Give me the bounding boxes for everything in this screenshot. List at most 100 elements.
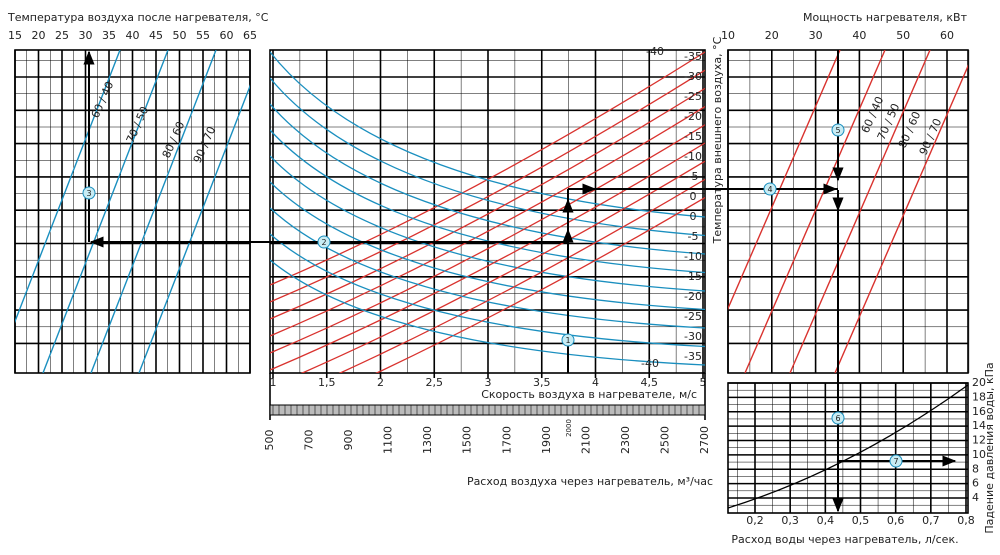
step-marker <box>889 454 903 468</box>
blue-curve <box>270 77 705 237</box>
heat-line <box>138 84 250 373</box>
curve-label: 90 / 70 <box>191 124 219 165</box>
red-curve <box>270 51 705 286</box>
x-tick-label: 3 <box>485 376 492 389</box>
power-line <box>834 64 968 373</box>
y-tick-label: 10 <box>972 448 986 461</box>
temp-label: -20 <box>684 290 702 303</box>
x-tick-label: 30 <box>809 29 823 42</box>
x-tick-label: 4,5 <box>641 376 659 389</box>
red-curve <box>300 160 705 373</box>
heat-line <box>90 50 217 373</box>
flow-tick-label: 2700 <box>698 426 711 454</box>
red-curve <box>375 197 705 373</box>
step-number: 1 <box>565 336 570 345</box>
x-tick-label: 15 <box>8 29 22 42</box>
red-curve <box>338 178 705 373</box>
panel-title: Мощность нагревателя, кВт <box>803 11 968 24</box>
x-tick-label: 50 <box>173 29 187 42</box>
flow-tick-label: 700 <box>303 430 316 451</box>
step-marker <box>561 333 575 347</box>
x-tick-label: 4 <box>592 376 599 389</box>
x-tick-label: 20 <box>32 29 46 42</box>
step-marker <box>831 411 845 425</box>
flow-tick-label: 1300 <box>421 426 434 454</box>
axis-label: Падение давления воды, кПа <box>983 362 996 533</box>
scale-strip <box>269 404 706 416</box>
step-marker <box>317 235 331 249</box>
temp-label: 0 <box>690 210 697 223</box>
axis-label: Скорость воздуха в нагревателе, м/с <box>481 388 697 401</box>
x-tick-label: 10 <box>721 29 735 42</box>
step-number: 3 <box>86 189 91 198</box>
x-tick-label: 2,5 <box>426 376 444 389</box>
flow-tick-label: 500 <box>263 430 276 451</box>
blue-curve <box>270 51 705 218</box>
flow-tick-label: 2300 <box>619 426 632 454</box>
blue-curve <box>270 259 705 366</box>
curve-label: 60 / 40 <box>89 79 117 120</box>
x-tick-label: 5 <box>700 376 707 389</box>
flow-tick-label: 1900 <box>540 426 553 454</box>
x-tick-label: 60 <box>940 29 954 42</box>
temp-label: -10 <box>684 250 702 263</box>
red-curve <box>270 124 705 354</box>
x-tick-label: 60 <box>220 29 234 42</box>
blue-curve <box>270 155 705 292</box>
flow-tick-label: 1700 <box>500 426 513 454</box>
x-tick-label: 0,3 <box>781 514 799 527</box>
temp-label: -15 <box>684 130 702 143</box>
red-curve <box>270 106 705 337</box>
blue-curve <box>270 181 705 311</box>
curve-label: 90 / 70 <box>917 116 945 157</box>
y-tick-label: 6 <box>972 477 979 490</box>
temp-label: -15 <box>684 270 702 283</box>
x-tick-label: 50 <box>896 29 910 42</box>
flow-tick-label: 2100 <box>579 426 592 454</box>
y-tick-label: 12 <box>972 434 986 447</box>
x-tick-label: 0,2 <box>746 514 764 527</box>
x-tick-label: 35 <box>102 29 116 42</box>
y-tick-label: 14 <box>972 419 986 432</box>
step-number: 5 <box>835 126 840 135</box>
temp-label: -5 <box>688 230 699 243</box>
y-tick-label: 16 <box>972 405 986 418</box>
x-tick-label: 30 <box>79 29 93 42</box>
x-tick-label: 40 <box>126 29 140 42</box>
curves <box>15 50 250 373</box>
flow-tick-label: 900 <box>342 430 355 451</box>
temp-label: 0 <box>690 190 697 203</box>
x-tick-label: 20 <box>765 29 779 42</box>
temp-label: -35 <box>684 50 702 63</box>
flow-tick-label: 1500 <box>461 426 474 454</box>
temp-label: -40 <box>646 45 664 58</box>
blue-curve <box>270 207 705 329</box>
temp-label: -30 <box>684 70 702 83</box>
x-tick-label: 0,6 <box>887 514 905 527</box>
x-tick-label: 1,5 <box>318 376 336 389</box>
red-curve <box>270 69 705 303</box>
blue-curve <box>270 233 705 348</box>
panel-title: Температура воздуха после нагревателя, °… <box>7 11 269 24</box>
panel-frame <box>727 382 969 514</box>
step-number: 4 <box>767 185 772 194</box>
x-tick-label: 0,5 <box>852 514 870 527</box>
step-number: 6 <box>835 414 840 423</box>
step-number: 7 <box>893 457 898 466</box>
x-tick-label: 45 <box>149 29 163 42</box>
x-tick-label: 0,7 <box>922 514 940 527</box>
x-tick-label: 55 <box>196 29 210 42</box>
blue-curve <box>270 129 705 274</box>
x-tick-label: 25 <box>55 29 69 42</box>
y-tick-label: 20 <box>972 376 986 389</box>
y-tick-label: 18 <box>972 390 986 403</box>
temp-label: -25 <box>684 90 702 103</box>
power-line <box>789 50 931 373</box>
x-tick-label: 1 <box>270 376 277 389</box>
temp-label: -5 <box>688 170 699 183</box>
step-marker <box>831 123 845 137</box>
red-curve <box>270 142 705 371</box>
temp-label: -35 <box>684 350 702 363</box>
axis-label: Температура внешнего воздуха, °С <box>711 36 724 244</box>
